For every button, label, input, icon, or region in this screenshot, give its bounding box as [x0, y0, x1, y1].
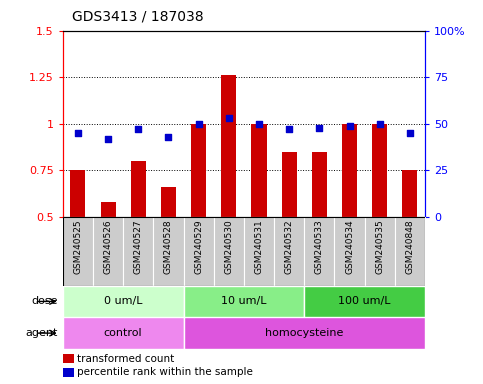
Bar	[63, 354, 73, 363]
Bar	[63, 286, 184, 317]
Point	[195, 121, 202, 127]
Point	[134, 126, 142, 132]
Bar	[342, 124, 357, 217]
Text: GSM240527: GSM240527	[134, 219, 143, 274]
Text: GSM240848: GSM240848	[405, 219, 414, 274]
Text: 10 um/L: 10 um/L	[221, 296, 267, 306]
Bar	[395, 217, 425, 286]
Bar	[244, 217, 274, 286]
Point	[315, 124, 323, 131]
Text: GSM240528: GSM240528	[164, 219, 173, 274]
Text: 0 um/L: 0 um/L	[104, 296, 142, 306]
Bar	[71, 170, 85, 217]
Point	[376, 121, 384, 127]
Bar	[131, 161, 146, 217]
Text: GSM240535: GSM240535	[375, 219, 384, 274]
Bar	[334, 217, 365, 286]
Bar	[304, 217, 334, 286]
Bar	[365, 217, 395, 286]
Point	[346, 122, 354, 129]
Bar	[282, 152, 297, 217]
Bar	[63, 217, 93, 286]
Text: agent: agent	[26, 328, 58, 338]
Text: control: control	[104, 328, 142, 338]
Point	[104, 136, 112, 142]
Text: GSM240534: GSM240534	[345, 219, 354, 274]
Text: dose: dose	[31, 296, 58, 306]
Point	[255, 121, 263, 127]
Text: homocysteine: homocysteine	[265, 328, 343, 338]
Bar	[63, 317, 184, 349]
Bar	[154, 217, 184, 286]
Text: GSM240530: GSM240530	[224, 219, 233, 274]
Text: GSM240531: GSM240531	[255, 219, 264, 274]
Bar	[402, 170, 417, 217]
Text: GSM240533: GSM240533	[315, 219, 324, 274]
Text: transformed count: transformed count	[77, 354, 174, 364]
Point	[225, 115, 233, 121]
Bar	[304, 286, 425, 317]
Point	[165, 134, 172, 140]
Point	[74, 130, 82, 136]
Text: GDS3413 / 187038: GDS3413 / 187038	[72, 9, 204, 23]
Bar	[184, 317, 425, 349]
Text: GSM240525: GSM240525	[73, 219, 83, 274]
Text: GSM240529: GSM240529	[194, 219, 203, 274]
Text: GSM240526: GSM240526	[103, 219, 113, 274]
Bar	[372, 124, 387, 217]
Point	[285, 126, 293, 132]
Bar	[184, 217, 213, 286]
Text: percentile rank within the sample: percentile rank within the sample	[77, 367, 253, 377]
Bar	[213, 217, 244, 286]
Bar	[161, 187, 176, 217]
Bar	[93, 217, 123, 286]
Bar	[123, 217, 154, 286]
Bar	[274, 217, 304, 286]
Bar	[221, 75, 236, 217]
Bar	[184, 286, 304, 317]
Bar	[100, 202, 115, 217]
Bar	[312, 152, 327, 217]
Text: GSM240532: GSM240532	[284, 219, 294, 274]
Bar	[63, 368, 73, 377]
Bar	[191, 124, 206, 217]
Bar	[252, 124, 267, 217]
Text: 100 um/L: 100 um/L	[339, 296, 391, 306]
Point	[406, 130, 414, 136]
